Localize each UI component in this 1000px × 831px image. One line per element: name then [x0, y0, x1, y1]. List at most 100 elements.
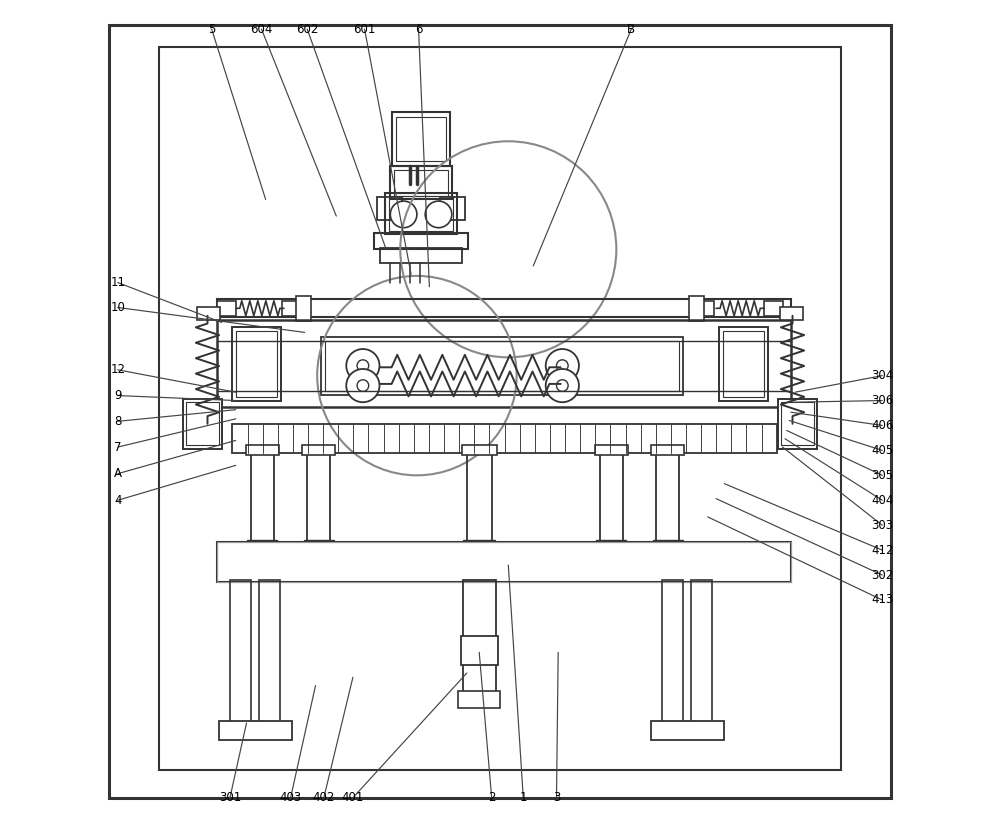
Bar: [217, 542, 791, 582]
Bar: [392, 112, 450, 166]
Bar: [217, 542, 791, 582]
Circle shape: [557, 380, 568, 391]
Bar: [247, 540, 277, 547]
Text: 402: 402: [313, 791, 335, 804]
Circle shape: [546, 349, 579, 382]
Bar: [183, 399, 222, 449]
Bar: [781, 402, 814, 445]
Bar: [186, 402, 219, 445]
Bar: [385, 193, 457, 234]
Bar: [764, 301, 783, 316]
Text: 5: 5: [208, 22, 215, 36]
Text: 412: 412: [871, 543, 894, 557]
Text: 306: 306: [871, 394, 893, 407]
Circle shape: [357, 360, 369, 371]
Text: B: B: [627, 22, 635, 36]
Circle shape: [357, 380, 369, 391]
Bar: [778, 399, 817, 449]
Text: 406: 406: [871, 419, 893, 432]
Bar: [723, 331, 764, 397]
Circle shape: [346, 349, 380, 382]
Bar: [219, 721, 292, 740]
Bar: [461, 636, 498, 665]
Bar: [600, 451, 623, 544]
Text: 305: 305: [871, 469, 893, 482]
Bar: [232, 327, 281, 401]
Text: 601: 601: [353, 22, 376, 36]
Bar: [394, 170, 448, 196]
Circle shape: [557, 360, 568, 371]
Text: 12: 12: [110, 363, 125, 376]
Bar: [719, 327, 768, 401]
Text: 413: 413: [871, 593, 893, 607]
Bar: [217, 299, 791, 317]
Text: 404: 404: [871, 494, 893, 507]
Circle shape: [390, 201, 417, 228]
Text: 602: 602: [296, 22, 318, 36]
Bar: [296, 296, 311, 321]
Text: 604: 604: [250, 22, 273, 36]
Bar: [596, 540, 626, 547]
Text: 3: 3: [553, 791, 560, 804]
Bar: [651, 721, 724, 740]
Bar: [463, 540, 495, 547]
Bar: [321, 337, 683, 395]
Text: 303: 303: [871, 519, 893, 532]
Bar: [656, 451, 679, 544]
Bar: [197, 307, 220, 320]
Bar: [390, 166, 452, 199]
Text: 304: 304: [871, 369, 893, 382]
Bar: [246, 445, 279, 455]
Bar: [389, 196, 453, 231]
Text: 401: 401: [342, 791, 364, 804]
Bar: [197, 414, 220, 426]
Text: 403: 403: [279, 791, 302, 804]
Text: 1: 1: [520, 791, 527, 804]
Bar: [217, 320, 791, 407]
Bar: [462, 445, 497, 455]
Circle shape: [346, 369, 380, 402]
Text: 301: 301: [219, 791, 241, 804]
Bar: [374, 233, 468, 249]
Text: 405: 405: [871, 444, 893, 457]
Text: 2: 2: [488, 791, 495, 804]
Bar: [377, 197, 402, 220]
Bar: [236, 331, 277, 397]
Bar: [467, 451, 492, 544]
Text: 11: 11: [110, 276, 125, 289]
Bar: [651, 445, 684, 455]
Bar: [232, 424, 777, 453]
Bar: [259, 580, 280, 723]
Bar: [780, 307, 803, 320]
Bar: [251, 451, 274, 544]
Bar: [595, 445, 628, 455]
Bar: [653, 540, 683, 547]
Bar: [302, 445, 335, 455]
Bar: [662, 580, 683, 723]
Bar: [463, 580, 496, 694]
Text: 6: 6: [415, 22, 422, 36]
Bar: [282, 301, 297, 316]
Bar: [217, 301, 236, 316]
Bar: [691, 580, 712, 723]
Text: 9: 9: [114, 389, 121, 402]
Bar: [780, 414, 803, 426]
Bar: [304, 540, 334, 547]
Text: 7: 7: [114, 440, 121, 454]
Circle shape: [425, 201, 452, 228]
Bar: [458, 691, 500, 708]
Text: 302: 302: [871, 568, 893, 582]
Bar: [380, 248, 462, 263]
Bar: [396, 117, 446, 161]
Bar: [699, 301, 714, 316]
Bar: [689, 296, 704, 321]
Bar: [159, 47, 841, 770]
Circle shape: [546, 369, 579, 402]
Bar: [307, 451, 330, 544]
Text: 10: 10: [110, 301, 125, 314]
Text: 4: 4: [114, 494, 121, 507]
Bar: [230, 580, 251, 723]
Text: 8: 8: [114, 415, 121, 428]
Bar: [325, 341, 679, 391]
Bar: [440, 197, 465, 220]
